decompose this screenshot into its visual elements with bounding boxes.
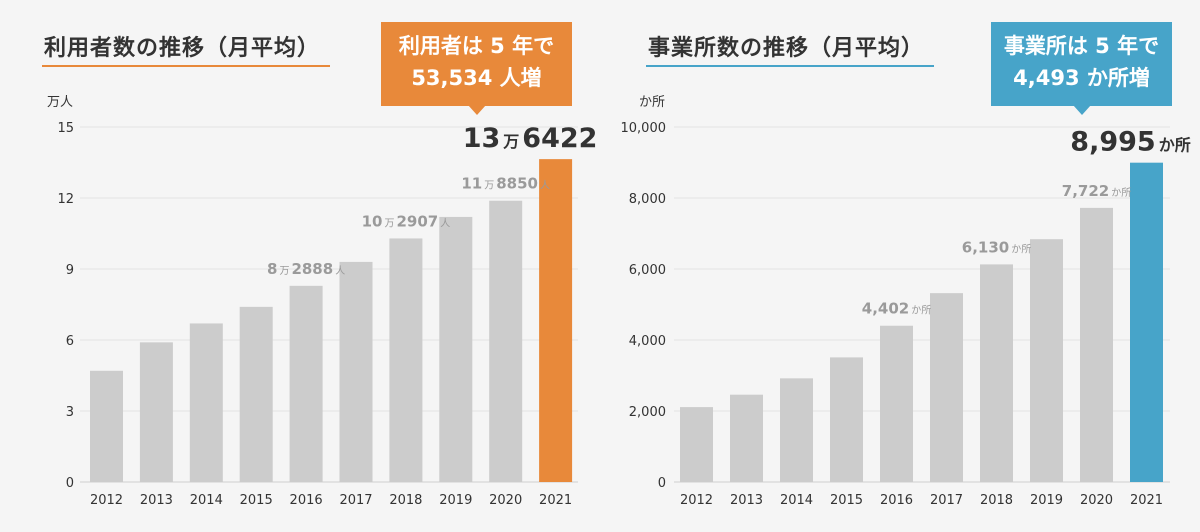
data-label-part: 人 xyxy=(540,180,550,192)
highlight-label-part: 13 xyxy=(463,123,501,154)
x-tick-label: 2015 xyxy=(830,493,863,508)
y-tick-label: 0 xyxy=(66,476,74,491)
offices-bar-chart: か所 0 2,000 4,000 6,000 8,000 10,000 2012 2013 201… xyxy=(621,95,1191,508)
x-tick-label: 2014 xyxy=(780,493,813,508)
callout-line2: 4,493 か所増 xyxy=(1013,66,1150,90)
x-tick-label: 2018 xyxy=(389,493,422,508)
bar xyxy=(189,323,223,482)
data-label-part: 人 xyxy=(335,265,345,277)
bar xyxy=(1080,207,1113,482)
y-tick-label: 0 xyxy=(658,476,666,491)
x-tick-label: 2020 xyxy=(489,493,522,508)
data-label-part: 万 xyxy=(384,218,394,229)
highlight-data-label: 8,995 か所 xyxy=(1070,127,1190,158)
callout-line1: 利用者は 5 年で xyxy=(398,34,555,58)
callout-line2: 53,534 人増 xyxy=(411,66,542,90)
y-tick-label: 6 xyxy=(66,334,74,349)
data-label-part: か所 xyxy=(1111,187,1131,199)
data-label: 10 万 2907 人 xyxy=(362,212,451,230)
y-tick-label: 6,000 xyxy=(629,263,666,278)
data-label: 8 万 2888 人 xyxy=(267,260,345,278)
callout-box: 利用者は 5 年で 53,534 人増 xyxy=(381,22,572,115)
y-axis-label: か所 xyxy=(639,95,665,110)
x-tick-label: 2015 xyxy=(240,493,273,508)
x-tick-label: 2018 xyxy=(980,493,1013,508)
chart-title: 利用者数の推移（月平均） xyxy=(44,36,321,61)
chart-title: 事業所数の推移（月平均） xyxy=(648,36,925,61)
data-label-part: 人 xyxy=(440,217,450,229)
data-label-part: 7,722 xyxy=(1062,182,1109,200)
bar xyxy=(439,216,473,482)
y-axis-label: 万人 xyxy=(47,95,73,110)
highlight-label-part: 6422 xyxy=(522,123,597,154)
y-tick-label: 9 xyxy=(66,263,74,278)
data-label-part: 4,402 xyxy=(862,300,909,318)
bar xyxy=(289,285,323,482)
x-tick-label: 2021 xyxy=(1130,493,1163,508)
data-label-part: か所 xyxy=(911,305,931,317)
highlight-data-label: 13万6422人 xyxy=(463,123,600,154)
x-tick-label: 2017 xyxy=(339,493,372,508)
data-label-part: か所 xyxy=(1011,243,1031,255)
bar xyxy=(139,342,173,482)
x-tick-label: 2016 xyxy=(880,493,913,508)
data-label-part: 2907 xyxy=(396,212,438,230)
data-label-part: 万 xyxy=(484,181,494,192)
title-underline xyxy=(42,65,330,67)
y-tick-label: 15 xyxy=(57,121,74,136)
data-label-part: 8 xyxy=(267,260,277,278)
users-chart-panel: 利用者数の推移（月平均） 利用者は 5 年で 53,534 人増 万人 0 3 6 9 1… xyxy=(42,22,600,508)
bar xyxy=(780,378,813,482)
y-tick-label: 10,000 xyxy=(621,121,667,136)
x-tick-label: 2014 xyxy=(190,493,223,508)
bar xyxy=(730,394,763,482)
bar xyxy=(980,264,1013,482)
callout-box: 事業所は 5 年で 4,493 か所増 xyxy=(991,22,1172,115)
bar xyxy=(90,370,123,482)
bar xyxy=(539,159,573,483)
bar xyxy=(389,238,423,482)
y-tick-label: 12 xyxy=(57,192,74,207)
x-tick-label: 2016 xyxy=(290,493,323,508)
bar xyxy=(489,200,523,482)
data-label: 6,130 か所 xyxy=(962,238,1031,256)
highlight-label-part: か所 xyxy=(1159,136,1191,155)
data-label-part: 万 xyxy=(279,266,289,277)
data-label: 7,722 か所 xyxy=(1062,182,1131,200)
bar xyxy=(880,325,913,482)
x-tick-label: 2013 xyxy=(730,493,763,508)
x-tick-label: 2021 xyxy=(539,493,572,508)
x-tick-label: 2012 xyxy=(90,493,123,508)
offices-chart-panel: 事業所数の推移（月平均） 事業所は 5 年で 4,493 か所増 か所 0 2,00… xyxy=(600,0,1200,532)
bar xyxy=(680,407,713,482)
x-tick-label: 2017 xyxy=(930,493,963,508)
bar xyxy=(830,357,863,482)
y-tick-label: 3 xyxy=(66,405,74,420)
data-label: 11 万 8850 人 xyxy=(461,175,550,193)
data-label-part: 10 xyxy=(362,212,383,230)
y-tick-label: 4,000 xyxy=(629,334,666,349)
highlight-label-part: 万 xyxy=(502,132,519,151)
data-label-part: 11 xyxy=(461,175,482,193)
data-label-part: 8850 xyxy=(496,175,538,193)
bar xyxy=(1030,239,1063,482)
data-label: 4,402 か所 xyxy=(862,300,931,318)
title-underline xyxy=(646,65,934,67)
callout-line1: 事業所は 5 年で xyxy=(1003,34,1160,58)
y-tick-label: 2,000 xyxy=(629,405,666,420)
x-tick-label: 2012 xyxy=(680,493,713,508)
highlight-label-part: 8,995 xyxy=(1070,127,1155,158)
x-tick-label: 2013 xyxy=(140,493,173,508)
x-tick-label: 2019 xyxy=(1030,493,1063,508)
bar xyxy=(239,306,273,482)
y-tick-label: 8,000 xyxy=(629,192,666,207)
x-tick-label: 2020 xyxy=(1080,493,1113,508)
bar xyxy=(1130,162,1163,483)
data-label-part: 2888 xyxy=(291,260,333,278)
bar xyxy=(930,293,963,482)
bar xyxy=(339,261,373,482)
x-tick-label: 2019 xyxy=(439,493,472,508)
data-label-part: 6,130 xyxy=(962,238,1009,256)
